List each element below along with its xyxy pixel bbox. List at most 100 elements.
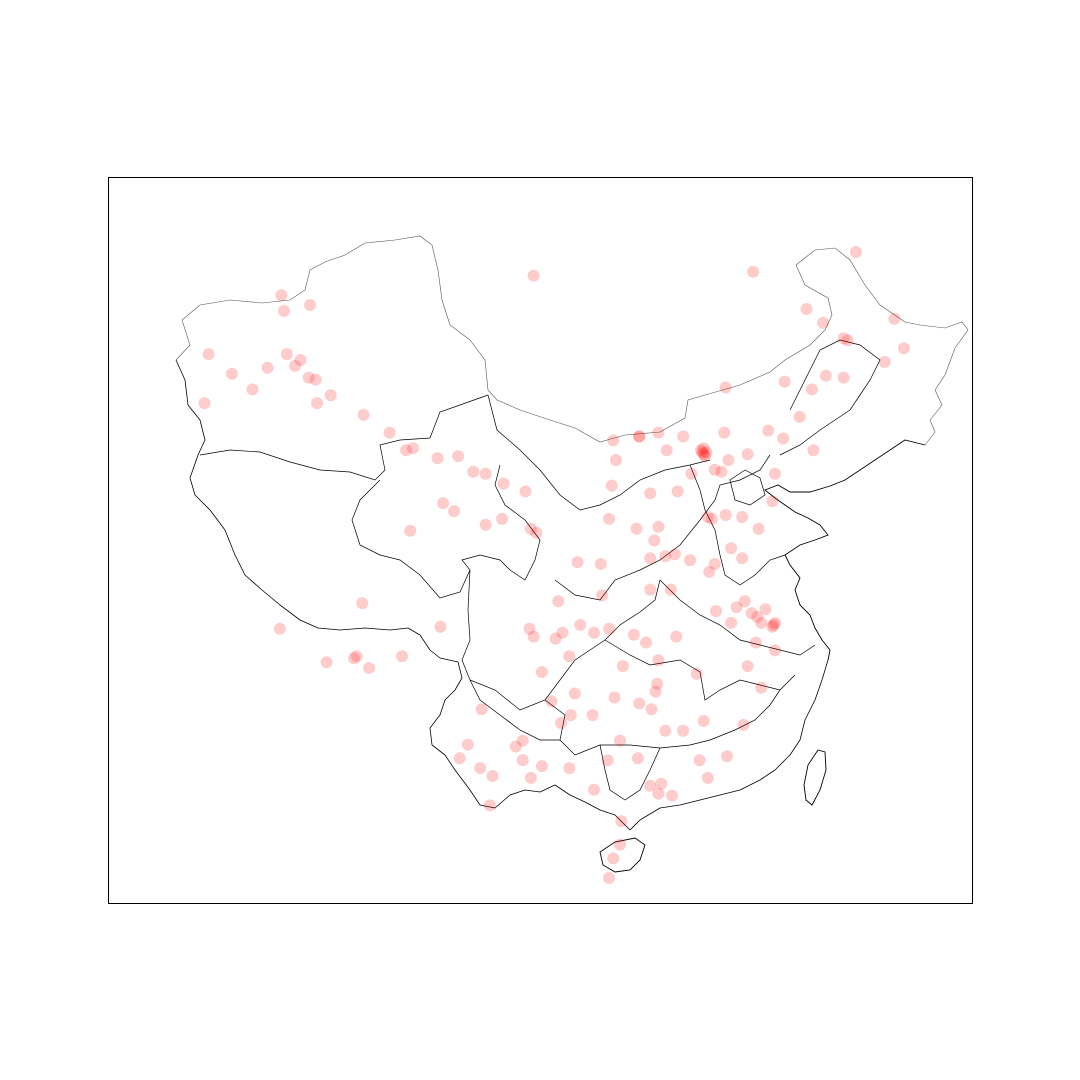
point-marker-110 [766,620,779,633]
point-marker-140 [715,465,728,478]
central-borders [554,454,771,601]
point-marker-137 [700,446,713,459]
point-marker-155 [769,467,781,480]
point-marker-146 [718,426,731,439]
point-marker-3 [278,304,290,317]
point-marker-176 [474,762,487,775]
point-marker-54 [586,709,599,722]
point-marker-4 [202,348,215,361]
point-marker-131 [603,872,616,884]
point-marker-11 [309,373,322,386]
point-marker-95 [690,667,703,680]
point-marker-159 [819,369,832,382]
point-marker-87 [627,628,640,641]
point-marker-171 [719,381,732,394]
point-marker-52 [545,695,558,708]
point-marker-2 [275,289,288,302]
point-marker-105 [738,595,751,608]
point-marker-104 [745,607,758,620]
guangxi-guangdong-border [599,744,661,801]
point-marker-13 [294,354,307,366]
point-marker-59 [563,650,576,663]
point-marker-173 [633,430,646,443]
point-marker-73 [652,426,665,439]
point-marker-106 [759,603,772,616]
point-marker-12 [280,348,293,361]
point-marker-23 [479,467,492,480]
point-marker-111 [769,616,781,629]
point-marker-45 [486,770,499,782]
point-marker-102 [755,616,768,629]
point-marker-62 [603,622,616,635]
point-marker-132 [607,852,620,865]
map-frame [108,177,973,904]
point-marker-130 [614,838,626,851]
point-marker-114 [755,681,768,694]
point-marker-165 [817,316,829,329]
point-marker-98 [710,605,722,618]
point-marker-21 [452,450,465,463]
point-marker-101 [730,601,743,614]
point-marker-41 [475,703,488,716]
point-marker-72 [609,454,622,467]
north-china-borders [689,464,786,586]
point-marker-30 [437,497,450,510]
point-marker-167 [888,312,901,325]
point-marker-77 [652,520,665,533]
point-marker-103 [751,611,764,623]
point-marker-36 [396,650,408,663]
point-marker-156 [777,432,790,445]
point-marker-125 [588,783,600,796]
point-marker-117 [721,750,733,763]
point-marker-47 [453,752,466,765]
point-marker-5 [225,367,238,380]
point-marker-24 [497,477,510,490]
point-marker-154 [793,410,806,423]
point-marker-107 [736,552,749,565]
point-marker-144 [741,448,754,461]
point-marker-57 [535,666,548,678]
point-marker-53 [555,717,568,729]
taiwan-island [803,749,827,806]
point-marker-168 [897,342,910,355]
point-marker-60 [574,618,587,631]
point-marker-26 [524,522,537,535]
point-marker-100 [703,565,716,578]
point-marker-75 [644,487,657,500]
point-marker-46 [461,738,474,751]
xinjiang-tibet-border [199,394,489,481]
point-marker-70 [633,430,646,443]
point-marker-67 [603,512,616,525]
point-marker-94 [659,724,672,737]
point-marker-127 [601,754,614,767]
point-marker-134 [696,446,709,459]
point-marker-27 [530,526,543,539]
point-marker-175 [516,754,529,767]
point-marker-64 [549,632,562,645]
point-marker-152 [719,509,732,521]
point-marker-160 [837,371,850,384]
point-marker-174 [608,691,621,704]
point-marker-162 [837,332,850,345]
point-marker-166 [878,355,891,368]
point-marker-169 [849,246,862,259]
point-marker-49 [535,760,548,773]
point-marker-71 [607,434,620,447]
point-marker-97 [697,715,710,727]
yunnan-guizhou-border [469,679,560,741]
point-marker-128 [563,762,576,775]
point-marker-50 [564,709,577,722]
point-marker-92 [633,697,646,710]
point-marker-1 [304,299,317,311]
point-marker-113 [769,644,781,657]
point-marker-93 [645,703,658,716]
point-marker-22 [467,465,480,478]
point-marker-142 [685,467,698,480]
point-marker-147 [701,511,714,523]
point-marker-0 [527,269,540,282]
point-marker-68 [605,479,618,492]
point-marker-58 [552,595,565,608]
northwest-border [175,235,969,446]
point-marker-14 [261,361,274,374]
